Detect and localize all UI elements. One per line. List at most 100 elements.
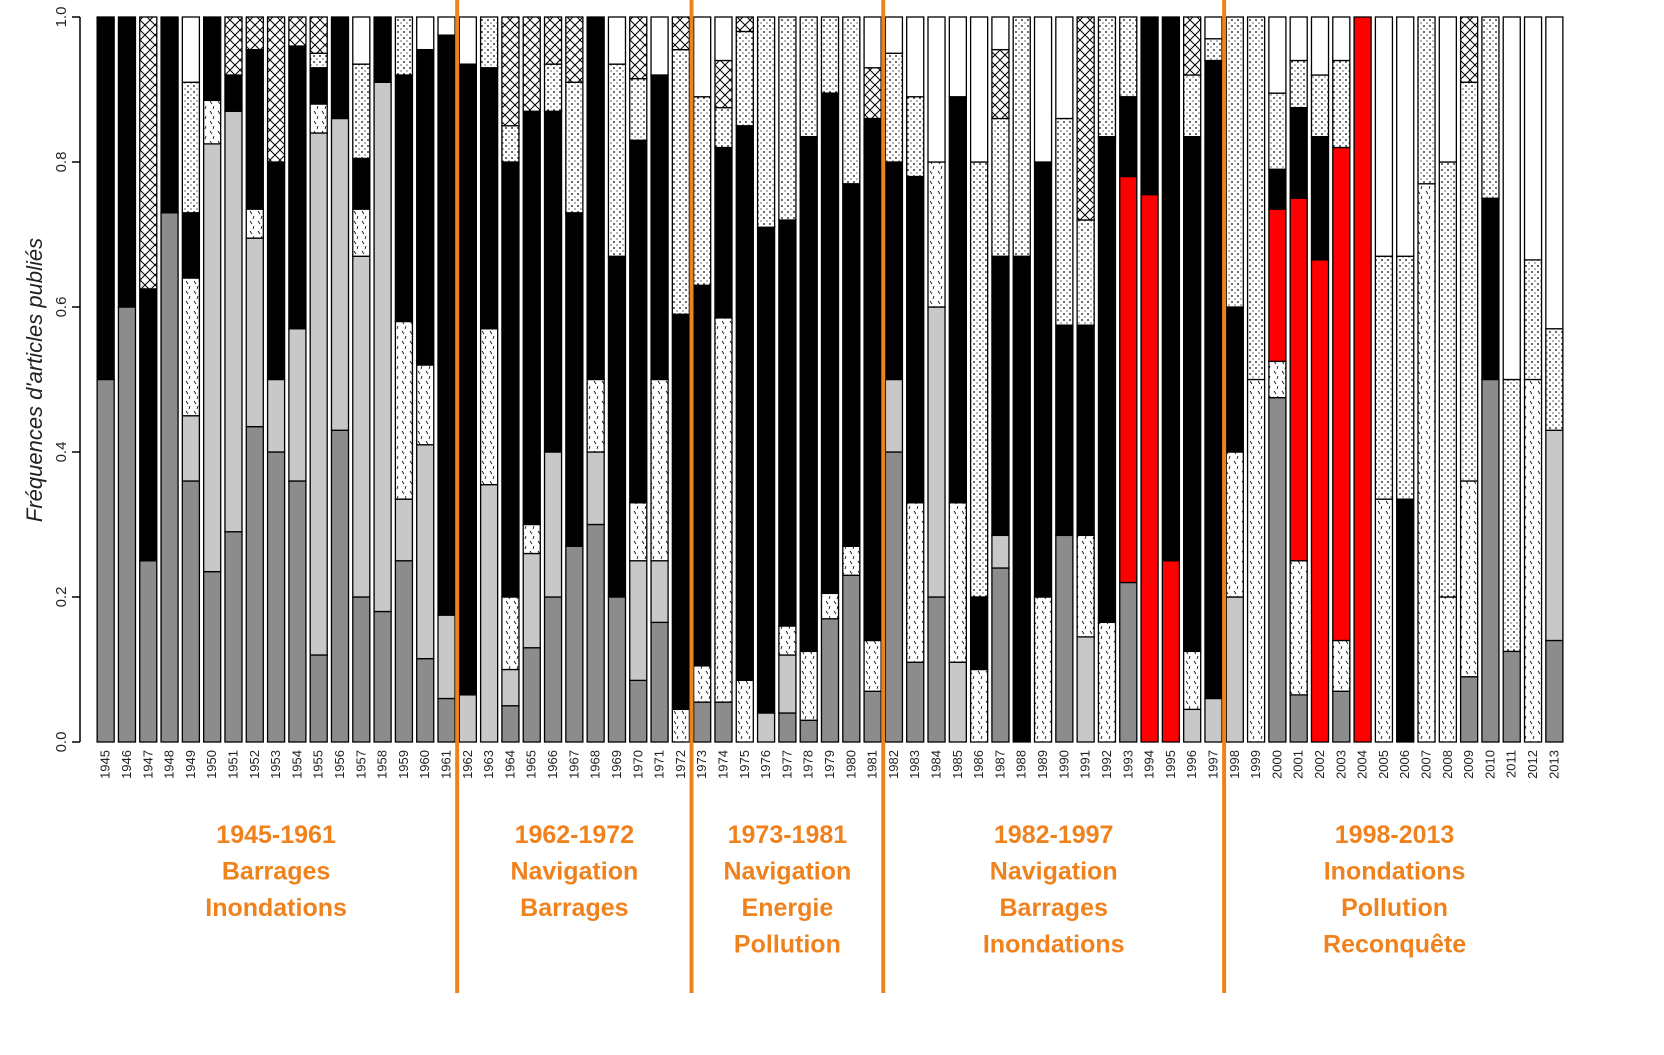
bar-segment bbox=[629, 679, 648, 743]
bar-segment bbox=[1310, 74, 1330, 138]
x-tick-label: 2004 bbox=[1355, 750, 1370, 779]
bar-segment bbox=[96, 378, 115, 743]
bar-segment bbox=[799, 650, 818, 721]
bar-segment bbox=[1310, 16, 1330, 76]
bar-segment bbox=[1417, 16, 1436, 185]
bar-segment bbox=[778, 654, 797, 714]
bar-segment bbox=[139, 16, 158, 290]
x-tick-label: 1989 bbox=[1035, 750, 1050, 779]
x-tick-label: 2012 bbox=[1525, 750, 1540, 779]
bar-segment bbox=[991, 567, 1010, 743]
bar-segment bbox=[501, 668, 520, 707]
bar-segment bbox=[501, 125, 520, 163]
bar-segment bbox=[1289, 106, 1308, 199]
x-tick-label: 1981 bbox=[865, 750, 880, 779]
bar-segment bbox=[1225, 306, 1244, 453]
bar-segment bbox=[1481, 378, 1500, 743]
bar-segment bbox=[522, 16, 541, 112]
bar-segment bbox=[1502, 16, 1521, 381]
bar-segment bbox=[799, 719, 818, 743]
y-tick-label: 0.8 bbox=[53, 152, 70, 173]
bar-segment bbox=[756, 712, 776, 743]
bar-segment bbox=[96, 16, 115, 381]
bar-segment bbox=[543, 451, 563, 598]
bar-segment bbox=[1289, 197, 1308, 562]
bar-segment bbox=[756, 226, 776, 714]
x-tick-label: 1996 bbox=[1184, 750, 1199, 779]
x-tick-label: 1984 bbox=[929, 750, 944, 779]
bar-segment bbox=[714, 106, 733, 149]
bar-segment bbox=[479, 16, 499, 69]
bar-segment bbox=[1396, 16, 1415, 257]
bar-segment bbox=[181, 480, 201, 743]
bar-segment bbox=[693, 16, 712, 98]
bar-segment bbox=[714, 146, 733, 319]
bar-segment bbox=[522, 552, 541, 649]
bar-segment bbox=[458, 694, 477, 743]
x-tick-label: 1988 bbox=[1014, 750, 1029, 779]
bar-segment bbox=[1225, 16, 1244, 308]
bar-segment bbox=[437, 614, 456, 700]
bar-segment bbox=[778, 625, 797, 656]
x-tick-label: 1966 bbox=[545, 750, 560, 779]
bar-segment bbox=[373, 81, 392, 613]
x-tick-label: 1954 bbox=[289, 750, 304, 779]
bar-segment bbox=[607, 596, 627, 743]
bar-segment bbox=[671, 708, 691, 743]
bar-segment bbox=[884, 16, 904, 54]
y-tick-label: 0.0 bbox=[53, 732, 70, 753]
bar-segment bbox=[1353, 16, 1372, 743]
bar-segment bbox=[501, 705, 520, 743]
bar-segment bbox=[181, 277, 201, 417]
bar-segment bbox=[1055, 534, 1074, 743]
bar-segment bbox=[842, 16, 861, 185]
bar-segment bbox=[1545, 16, 1564, 330]
period-label: Navigation bbox=[990, 858, 1118, 886]
bar-segment bbox=[1545, 429, 1564, 642]
bar-segment bbox=[224, 110, 243, 533]
bar-segment bbox=[1332, 16, 1351, 62]
bar-segment bbox=[927, 596, 946, 743]
bar-segment bbox=[1396, 255, 1415, 500]
bar-segment bbox=[1033, 596, 1053, 743]
bar-segment bbox=[884, 161, 904, 381]
bar-segment bbox=[1119, 16, 1138, 98]
bar-segment bbox=[501, 16, 520, 127]
bar-segment bbox=[1374, 16, 1394, 257]
x-tick-label: 1995 bbox=[1163, 750, 1178, 779]
y-axis-label: Fréquences d'articles publiés bbox=[22, 238, 47, 522]
bar-segment bbox=[735, 16, 754, 33]
x-tick-label: 1986 bbox=[971, 750, 986, 779]
period-label: Pollution bbox=[1341, 894, 1448, 922]
bar-segment bbox=[309, 67, 328, 105]
bar-segment bbox=[820, 92, 840, 595]
y-tick-label: 0.4 bbox=[53, 442, 70, 463]
x-tick-label: 1951 bbox=[225, 750, 240, 779]
bar-segment bbox=[1246, 16, 1266, 381]
bar-segment bbox=[522, 523, 541, 555]
bar-segment bbox=[117, 16, 137, 308]
bar-segment bbox=[1545, 639, 1564, 743]
bar-segment bbox=[863, 690, 882, 743]
bar-segment bbox=[352, 157, 371, 210]
bar-segment bbox=[181, 415, 201, 482]
bar-segment bbox=[778, 712, 797, 743]
bar-segment bbox=[352, 16, 371, 65]
bar-segment bbox=[906, 175, 925, 504]
bar-segment bbox=[693, 701, 712, 743]
bar-segment bbox=[224, 531, 243, 743]
bar-segment bbox=[181, 81, 201, 214]
bar-segment bbox=[1097, 16, 1117, 138]
bar-segment bbox=[309, 52, 328, 69]
bar-segment bbox=[181, 212, 201, 279]
bar-segment bbox=[927, 16, 946, 163]
bar-segment bbox=[266, 161, 286, 381]
bar-segment bbox=[1076, 219, 1095, 326]
x-tick-label: 1975 bbox=[737, 750, 752, 779]
bar-segment bbox=[1097, 621, 1117, 743]
x-tick-label: 1977 bbox=[779, 750, 794, 779]
bar-segment bbox=[714, 16, 733, 62]
bar-segment bbox=[543, 110, 563, 453]
bar-segment bbox=[1225, 451, 1244, 598]
bar-segment bbox=[735, 125, 754, 682]
